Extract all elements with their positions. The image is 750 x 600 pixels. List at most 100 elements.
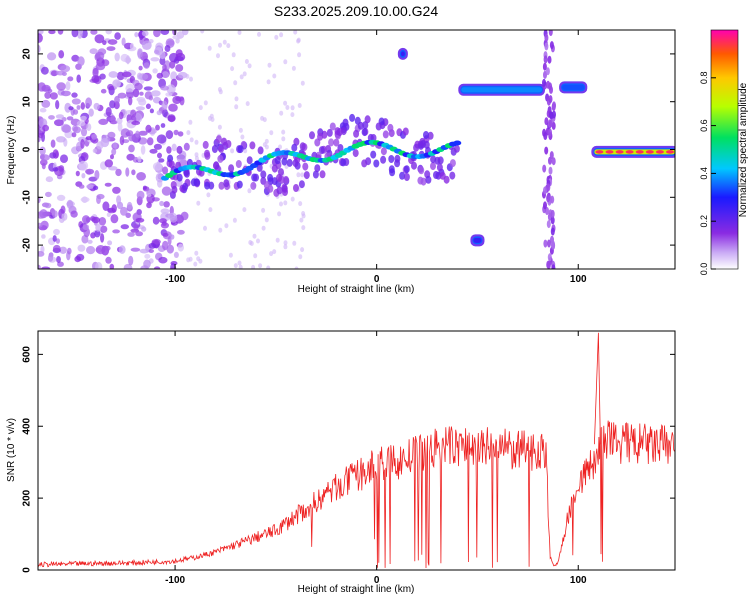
noise-blob — [107, 131, 116, 139]
streak-blob — [548, 119, 553, 128]
y-tick-label: -20 — [22, 237, 33, 252]
streak-blob — [545, 67, 550, 76]
noise-blob — [102, 201, 110, 211]
noise-blob — [193, 261, 198, 267]
noise-blob — [301, 225, 306, 231]
noise-blob — [100, 88, 107, 94]
noise-blob — [267, 62, 272, 68]
colorbar-label: Normalized spectral amplitude — [738, 82, 749, 217]
ridge-halo — [317, 132, 324, 141]
noise-blob — [164, 45, 171, 52]
ridge-halo — [194, 178, 201, 187]
noise-blob — [237, 30, 242, 35]
streak-blob — [548, 95, 553, 104]
snr-background — [38, 331, 675, 570]
noise-blob — [141, 30, 149, 37]
noise-blob — [106, 212, 111, 218]
noise-blob — [128, 134, 135, 142]
noise-blob — [41, 162, 46, 170]
spectrogram-y-ticks: -20 -10 0 10 20 — [22, 48, 675, 252]
noise-blob — [188, 119, 193, 125]
ridge-halo — [276, 173, 282, 182]
noise-blob — [283, 244, 288, 250]
spectrogram-feature-noise — [38, 30, 306, 269]
ridge-halo — [302, 162, 309, 171]
noise-blob — [81, 173, 86, 179]
streak-blob — [544, 117, 549, 126]
noise-blob — [132, 88, 140, 98]
ridge-halo — [202, 140, 209, 149]
noise-blob — [95, 245, 106, 255]
noise-blob — [301, 211, 306, 216]
ridge-halo — [453, 144, 460, 153]
noise-blob — [55, 100, 60, 110]
line-core — [461, 87, 542, 93]
ridge-halo — [257, 146, 264, 155]
noise-blob — [185, 73, 190, 79]
y-tick-label: 20 — [22, 48, 33, 60]
noise-blob — [258, 263, 263, 269]
noise-blob — [47, 88, 53, 93]
streak-blob — [543, 186, 547, 195]
noise-blob — [169, 215, 178, 223]
noise-blob — [104, 159, 114, 168]
noise-blob — [75, 170, 80, 177]
ridge-halo — [433, 171, 439, 179]
streak-blob — [542, 78, 546, 87]
noise-blob — [131, 169, 136, 176]
noise-blob — [145, 103, 151, 110]
noise-blob — [300, 80, 305, 86]
noise-blob — [143, 86, 153, 91]
noise-blob — [110, 154, 114, 160]
line-peak — [655, 150, 664, 154]
noise-blob — [88, 108, 94, 117]
streak-blob — [543, 239, 548, 248]
ridge-halo — [237, 145, 244, 154]
snr-x-ticks: -100 0 100 — [165, 331, 587, 586]
noise-blob — [47, 52, 57, 61]
spectrogram-feature-line — [458, 83, 545, 96]
noise-blob — [269, 251, 274, 257]
noise-blob — [245, 101, 250, 107]
noise-blob — [232, 217, 237, 223]
streak-blob — [551, 240, 555, 249]
noise-blob — [150, 57, 160, 62]
noise-blob — [142, 185, 147, 190]
noise-blob — [148, 242, 157, 249]
ridge-halo — [282, 188, 288, 196]
noise-blob — [44, 202, 52, 209]
noise-blob — [94, 170, 100, 180]
spectrogram-feature-ridge — [161, 113, 462, 199]
noise-blob — [177, 243, 184, 252]
chart-title: S233.2025.209.10.00.G24 — [274, 3, 438, 19]
noise-blob — [38, 33, 43, 43]
ridge-halo — [375, 122, 382, 131]
noise-blob — [272, 249, 277, 255]
noise-blob — [115, 80, 121, 88]
noise-blob — [161, 186, 172, 196]
ridge-halo — [336, 128, 343, 136]
noise-blob — [91, 134, 98, 140]
noise-blob — [137, 72, 143, 80]
noise-blob — [160, 222, 169, 229]
noise-blob — [127, 232, 135, 237]
ridge-halo — [427, 131, 434, 140]
noise-blob — [130, 247, 141, 252]
noise-blob — [186, 130, 191, 136]
noise-blob — [166, 40, 175, 46]
noise-blob — [281, 129, 286, 135]
noise-blob — [114, 95, 120, 104]
noise-blob — [206, 192, 211, 198]
ridge-halo — [183, 169, 190, 178]
noise-blob — [159, 200, 165, 207]
noise-blob — [234, 96, 239, 102]
streak-blob — [550, 227, 555, 236]
ridge-halo — [223, 179, 230, 188]
noise-blob — [159, 51, 166, 60]
noise-blob — [274, 34, 279, 40]
noise-blob — [244, 59, 249, 64]
ridge-halo — [418, 166, 425, 175]
noise-blob — [126, 91, 134, 99]
streak-blob — [547, 239, 551, 248]
noise-blob — [67, 76, 74, 82]
